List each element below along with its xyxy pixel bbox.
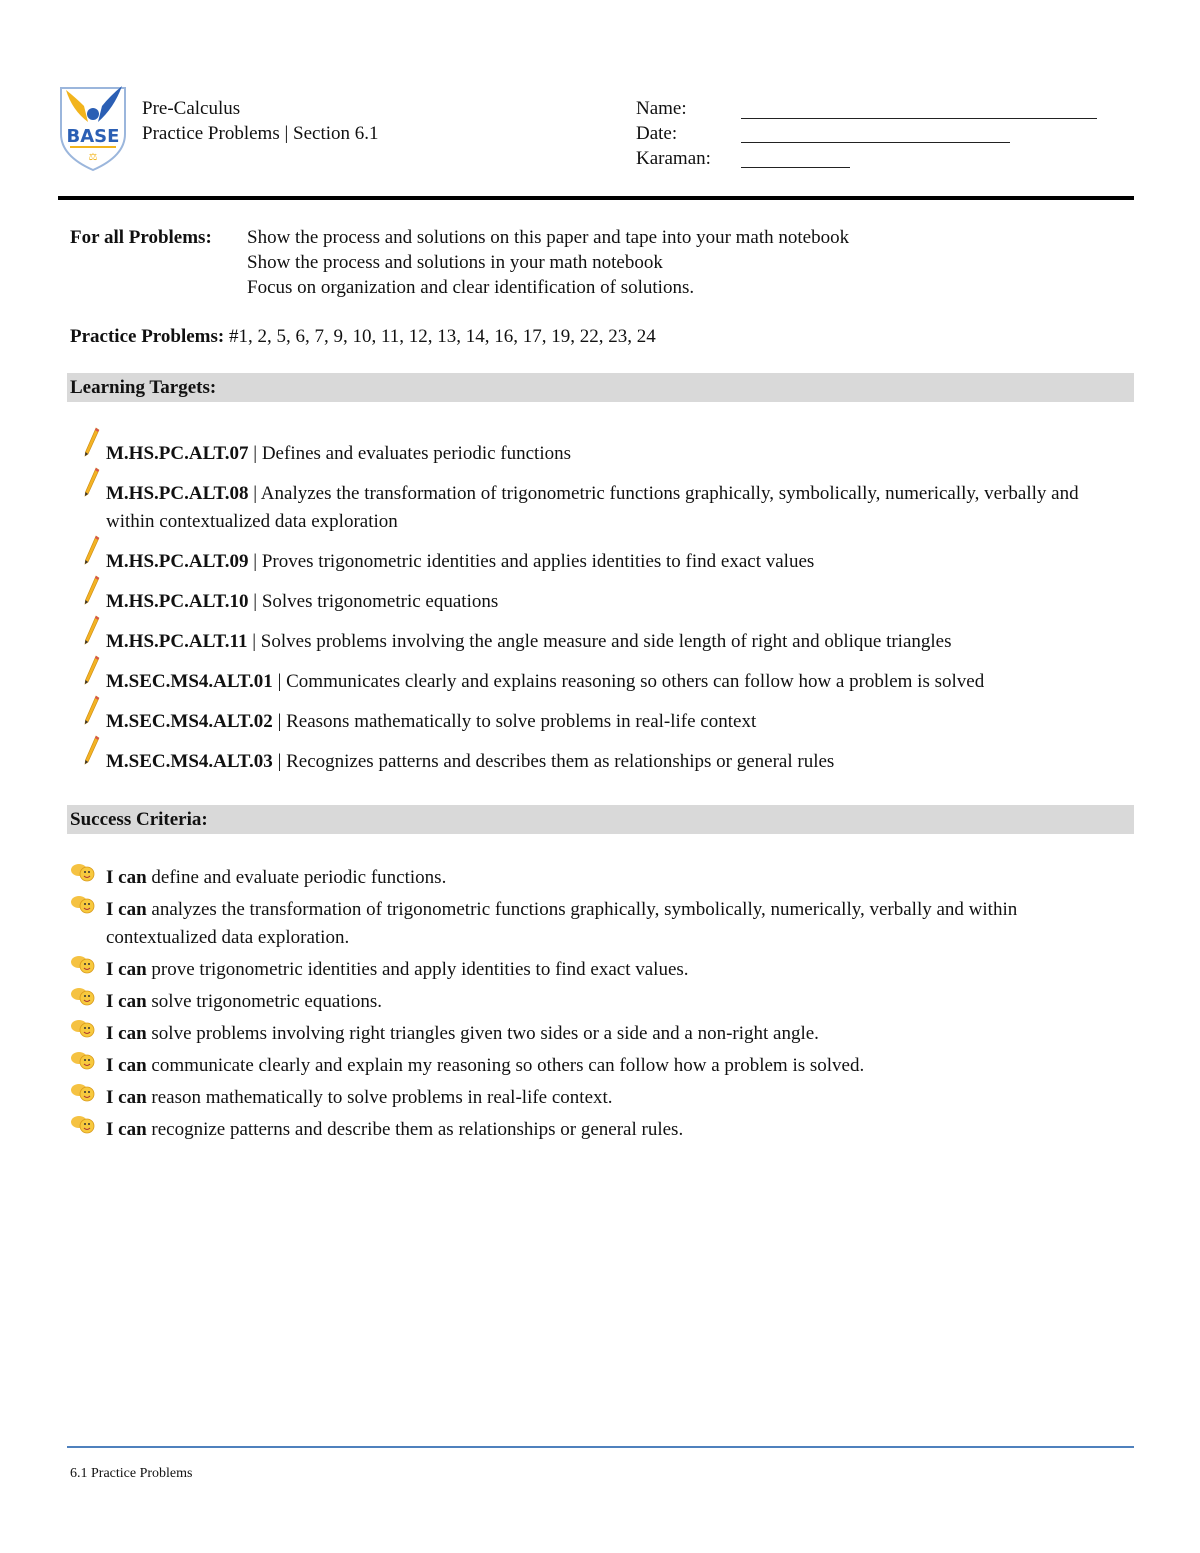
i-can-lead: I can [106, 1119, 147, 1140]
instruction-line: Show the process and solutions in your m… [247, 252, 663, 273]
pencil-icon [84, 535, 100, 565]
thumbs-up-smiley-icon [71, 896, 95, 914]
date-field[interactable] [741, 142, 1010, 143]
base-logo: BASE ⚖ [60, 86, 126, 172]
svg-text:⚖: ⚖ [89, 152, 98, 163]
success-criteria-heading: Success Criteria: [67, 805, 1134, 834]
success-criterion-item: I can analyzes the transformation of tri… [70, 896, 1110, 952]
success-criterion-item: I can define and evaluate periodic funct… [70, 864, 1110, 892]
criterion-text: communicate clearly and explain my reaso… [146, 1055, 865, 1076]
target-code: M.SEC.MS4.ALT.03 [106, 751, 273, 772]
target-description: | Solves trigonometric equations [248, 591, 499, 612]
i-can-lead: I can [106, 1055, 147, 1076]
criterion-text: solve problems involving right triangles… [146, 1023, 819, 1044]
learning-target-item: M.HS.PC.ALT.11 | Solves problems involvi… [84, 615, 1124, 656]
criterion-text: solve trigonometric equations. [146, 991, 382, 1012]
target-code: M.HS.PC.ALT.10 [106, 591, 249, 612]
learning-target-item: M.SEC.MS4.ALT.02 | Reasons mathematicall… [84, 695, 1124, 736]
thumbs-up-smiley-icon [71, 1020, 95, 1038]
practice-label: Practice Problems: [70, 326, 225, 347]
target-code: M.SEC.MS4.ALT.01 [106, 671, 273, 692]
criterion-text: analyzes the transformation of trigonome… [106, 899, 1018, 948]
i-can-lead: I can [106, 991, 147, 1012]
i-can-lead: I can [106, 959, 147, 980]
learning-targets-list: M.HS.PC.ALT.07 | Defines and evaluates p… [84, 427, 1124, 788]
instructions-label: For all Problems: [70, 227, 212, 248]
thumbs-up-smiley-icon [71, 1116, 95, 1134]
target-code: M.HS.PC.ALT.11 [106, 631, 248, 652]
thumbs-up-smiley-icon [71, 956, 95, 974]
pencil-icon [84, 695, 100, 725]
course-name: Pre-Calculus [142, 98, 241, 119]
section-subtitle: Practice Problems | Section 6.1 [142, 123, 379, 144]
thumbs-up-smiley-icon [71, 864, 95, 882]
i-can-lead: I can [106, 899, 147, 920]
practice-problems: Practice Problems: #1, 2, 5, 6, 7, 9, 10… [70, 324, 656, 349]
svg-text:BASE: BASE [67, 126, 120, 147]
teacher-field[interactable] [741, 167, 850, 168]
name-field[interactable] [741, 118, 1097, 119]
instructions: For all Problems: Show the process and s… [70, 225, 849, 298]
target-code: M.HS.PC.ALT.07 [106, 443, 249, 464]
target-description: | Defines and evaluates periodic functio… [248, 443, 572, 464]
target-code: M.SEC.MS4.ALT.02 [106, 711, 273, 732]
pencil-icon [84, 615, 100, 645]
target-description: | Analyzes the transformation of trigono… [106, 483, 1079, 532]
target-description: | Solves problems involving the angle me… [247, 631, 952, 652]
success-criterion-item: I can reason mathematically to solve pro… [70, 1084, 1110, 1112]
teacher-label: Karaman: [636, 148, 711, 169]
footer-text: 6.1 Practice Problems [70, 1466, 193, 1481]
learning-target-item: M.SEC.MS4.ALT.01 | Communicates clearly … [84, 655, 1124, 696]
thumbs-up-smiley-icon [71, 1084, 95, 1102]
learning-target-item: M.HS.PC.ALT.09 | Proves trigonometric id… [84, 535, 1124, 576]
criterion-text: define and evaluate periodic functions. [146, 867, 447, 888]
pencil-icon [84, 427, 100, 457]
target-code: M.HS.PC.ALT.09 [106, 551, 249, 572]
target-description: | Proves trigonometric identities and ap… [248, 551, 815, 572]
target-description: | Communicates clearly and explains reas… [272, 671, 985, 692]
instruction-line: Show the process and solutions on this p… [247, 227, 850, 248]
success-criteria-list: I can define and evaluate periodic funct… [70, 864, 1110, 1148]
learning-target-item: M.HS.PC.ALT.08 | Analyzes the transforma… [84, 467, 1124, 536]
success-criterion-item: I can prove trigonometric identities and… [70, 956, 1110, 984]
success-criterion-item: I can communicate clearly and explain my… [70, 1052, 1110, 1080]
i-can-lead: I can [106, 1023, 147, 1044]
instruction-line: Focus on organization and clear identifi… [247, 277, 695, 298]
pencil-icon [84, 655, 100, 685]
pencil-icon [84, 467, 100, 497]
thumbs-up-smiley-icon [71, 1052, 95, 1070]
footer-rule [67, 1446, 1134, 1448]
pencil-icon [84, 735, 100, 765]
i-can-lead: I can [106, 867, 147, 888]
learning-targets-heading: Learning Targets: [67, 373, 1134, 402]
pencil-icon [84, 575, 100, 605]
student-fields: Name: Date: Karaman: [636, 96, 711, 171]
learning-target-item: M.HS.PC.ALT.10 | Solves trigonometric eq… [84, 575, 1124, 616]
criterion-text: reason mathematically to solve problems … [146, 1087, 613, 1108]
name-label: Name: [636, 98, 687, 119]
header-title: Pre-Calculus Practice Problems | Section… [142, 96, 379, 146]
thumbs-up-smiley-icon [71, 988, 95, 1006]
practice-list: #1, 2, 5, 6, 7, 9, 10, 11, 12, 13, 14, 1… [228, 326, 656, 347]
success-criterion-item: I can solve problems involving right tri… [70, 1020, 1110, 1048]
target-description: | Recognizes patterns and describes them… [272, 751, 835, 772]
criterion-text: recognize patterns and describe them as … [146, 1119, 684, 1140]
i-can-lead: I can [106, 1087, 147, 1108]
header-rule [58, 196, 1134, 200]
success-criterion-item: I can recognize patterns and describe th… [70, 1116, 1110, 1144]
success-criterion-item: I can solve trigonometric equations. [70, 988, 1110, 1016]
learning-target-item: M.SEC.MS4.ALT.03 | Recognizes patterns a… [84, 735, 1124, 776]
target-code: M.HS.PC.ALT.08 [106, 483, 249, 504]
criterion-text: prove trigonometric identities and apply… [146, 959, 689, 980]
date-label: Date: [636, 123, 678, 144]
target-description: | Reasons mathematically to solve proble… [272, 711, 757, 732]
learning-target-item: M.HS.PC.ALT.07 | Defines and evaluates p… [84, 427, 1124, 468]
